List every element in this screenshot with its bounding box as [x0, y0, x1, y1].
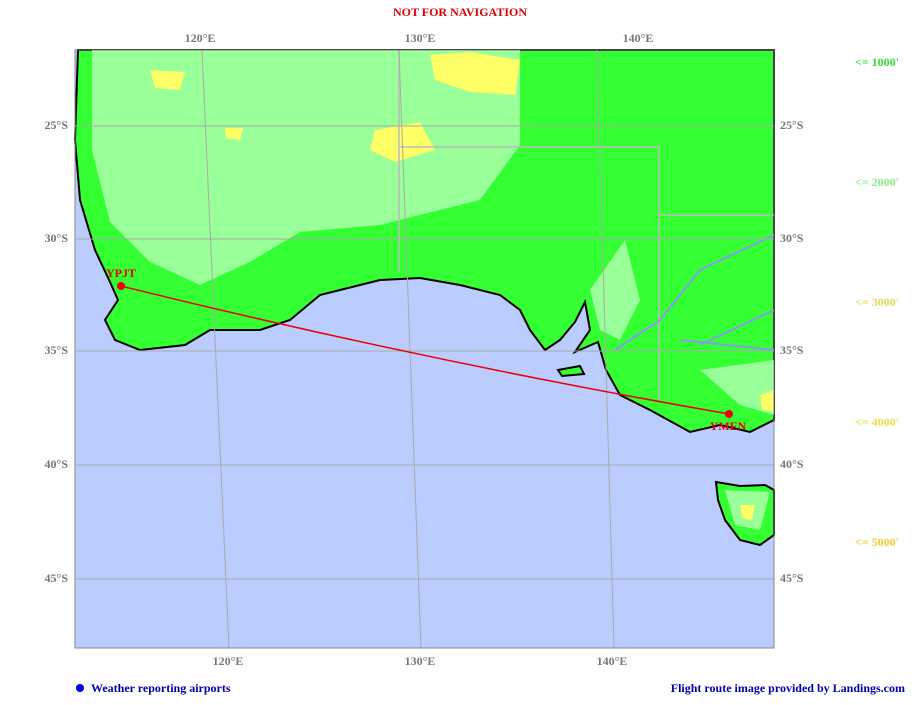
latitude-label: 35°S	[780, 343, 804, 357]
airport-code: YMEN	[710, 419, 747, 433]
longitude-label: 120°E	[213, 654, 244, 668]
longitude-label: 120°E	[185, 31, 216, 45]
latitude-label: 25°S	[780, 118, 804, 132]
airport-marker	[117, 282, 125, 290]
kangaroo-island	[556, 364, 586, 378]
longitude-label: 130°E	[405, 654, 436, 668]
latitude-label: 30°S	[45, 231, 69, 245]
airport-marker	[725, 410, 733, 418]
legend-dot	[76, 684, 84, 692]
rivers	[614, 234, 775, 351]
latitude-label: 30°S	[780, 231, 804, 245]
map-frame	[74, 49, 775, 649]
latitude-label: 45°S	[780, 571, 804, 585]
latitude-label: 25°S	[45, 118, 69, 132]
latitude-label: 45°S	[45, 571, 69, 585]
elevation-legend: <= 3000'	[855, 295, 899, 309]
graticule	[75, 49, 774, 649]
latitude-label: 40°S	[780, 457, 804, 471]
elevation-legend: <= 4000'	[855, 415, 899, 429]
warning-title: NOT FOR NAVIGATION	[393, 5, 527, 19]
footer-left: Weather reporting airports	[91, 681, 231, 695]
longitude-label: 140°E	[597, 654, 628, 668]
airport-code: YPJT	[106, 266, 136, 280]
map	[73, 49, 775, 649]
longitude-label: 140°E	[623, 31, 654, 45]
flight-route	[120, 285, 730, 415]
latitude-label: 35°S	[45, 343, 69, 357]
footer-right: Flight route image provided by Landings.…	[671, 681, 905, 695]
elevation-legend: <= 2000'	[855, 175, 899, 189]
longitude-label: 130°E	[405, 31, 436, 45]
elevation-legend: <= 1000'	[855, 55, 899, 69]
elevation-legend: <= 5000'	[855, 535, 899, 549]
latitude-label: 40°S	[45, 457, 69, 471]
low-plateau	[92, 50, 520, 285]
highland	[590, 240, 774, 530]
state-borders	[398, 50, 774, 400]
